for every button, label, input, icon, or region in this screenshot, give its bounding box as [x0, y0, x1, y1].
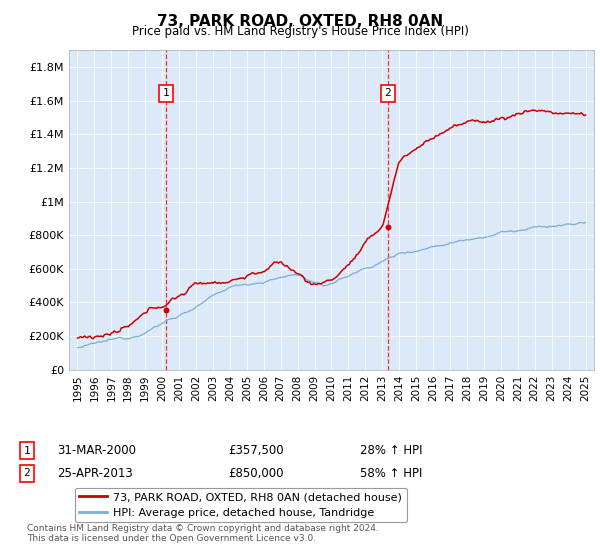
Text: 1: 1 — [163, 88, 170, 99]
Text: 1: 1 — [23, 446, 31, 456]
Text: 2: 2 — [385, 88, 391, 99]
Legend: 73, PARK ROAD, OXTED, RH8 0AN (detached house), HPI: Average price, detached hou: 73, PARK ROAD, OXTED, RH8 0AN (detached … — [74, 488, 407, 522]
Text: £850,000: £850,000 — [228, 466, 284, 480]
Point — [161, 305, 171, 314]
Text: £357,500: £357,500 — [228, 444, 284, 458]
Text: Price paid vs. HM Land Registry's House Price Index (HPI): Price paid vs. HM Land Registry's House … — [131, 25, 469, 38]
Point — [383, 222, 392, 231]
Text: 31-MAR-2000: 31-MAR-2000 — [57, 444, 136, 458]
Text: Contains HM Land Registry data © Crown copyright and database right 2024.
This d: Contains HM Land Registry data © Crown c… — [27, 524, 379, 543]
Text: 25-APR-2013: 25-APR-2013 — [57, 466, 133, 480]
Text: 58% ↑ HPI: 58% ↑ HPI — [360, 466, 422, 480]
Text: 28% ↑ HPI: 28% ↑ HPI — [360, 444, 422, 458]
Text: 2: 2 — [23, 468, 31, 478]
Text: 73, PARK ROAD, OXTED, RH8 0AN: 73, PARK ROAD, OXTED, RH8 0AN — [157, 14, 443, 29]
